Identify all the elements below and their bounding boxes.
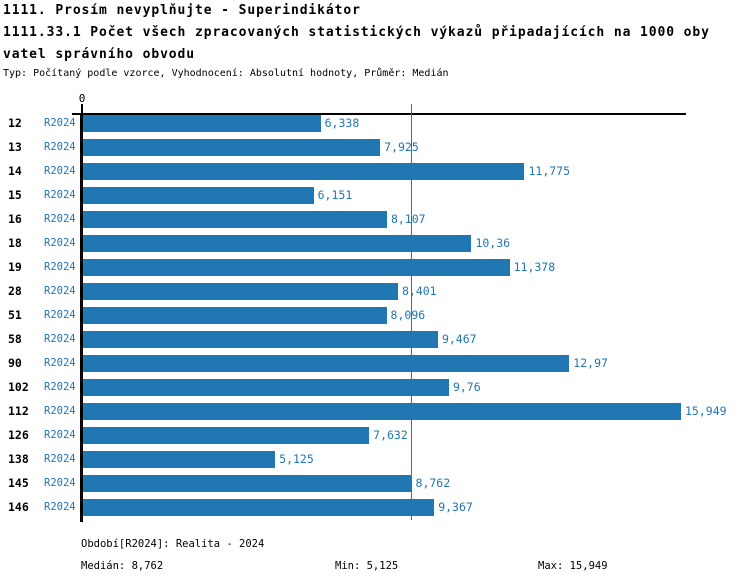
- bar-value-label: 9,76: [452, 380, 481, 394]
- row-series-label: R2024: [44, 189, 76, 201]
- bar-value-label: 11,775: [528, 164, 571, 178]
- row-id-label: 112: [8, 404, 29, 418]
- bar: [83, 211, 387, 228]
- row-series-label: R2024: [44, 357, 76, 369]
- row-series-label: R2024: [44, 405, 76, 417]
- bar-row: 14 R2024 11,775: [0, 163, 750, 180]
- row-series-label: R2024: [44, 333, 76, 345]
- row-series-label: R2024: [44, 237, 76, 249]
- bar: [83, 307, 387, 324]
- bar: [83, 115, 321, 132]
- bar: [83, 235, 472, 252]
- bar-row: 28 R2024 8,401: [0, 283, 750, 300]
- x-axis-zero-tick: [81, 104, 83, 118]
- row-id-label: 16: [8, 212, 22, 226]
- row-id-label: 12: [8, 116, 22, 130]
- bar-row: 145 R2024 8,762: [0, 475, 750, 492]
- bar-value-label: 6,151: [317, 188, 353, 202]
- bar: [83, 331, 438, 348]
- bar-row: 13 R2024 7,925: [0, 139, 750, 156]
- indicator-subtitle-line1: 1111.33.1 Počet všech zpracovaných stati…: [3, 25, 710, 40]
- row-series-label: R2024: [44, 285, 76, 297]
- bar-row: 12 R2024 6,338: [0, 115, 750, 132]
- row-id-label: 126: [8, 428, 29, 442]
- bar-value-label: 7,632: [373, 428, 408, 442]
- min-summary-label: Min: 5,125: [335, 560, 399, 572]
- row-id-label: 13: [8, 140, 22, 154]
- row-series-label: R2024: [44, 501, 76, 513]
- bar-value-label: 5,125: [279, 452, 314, 466]
- bar-row: 51 R2024 8,096: [0, 307, 750, 324]
- row-id-label: 18: [8, 236, 22, 250]
- bar-row: 90 R2024 12,97: [0, 355, 750, 372]
- row-id-label: 51: [8, 308, 22, 322]
- median-summary-label: Medián: 8,762: [81, 560, 164, 572]
- bar-value-label: 9,467: [441, 332, 477, 346]
- row-series-label: R2024: [44, 213, 76, 225]
- row-id-label: 102: [8, 380, 29, 394]
- max-summary-label: Max: 15,949: [538, 560, 608, 572]
- indicator-subtitle-line2: vatel správního obvodu: [3, 47, 195, 62]
- x-axis-zero-tick-label: 0: [78, 92, 86, 105]
- bar-value-label: 8,762: [415, 476, 451, 490]
- x-axis-line: [72, 113, 686, 115]
- y-axis-line: [80, 113, 83, 522]
- row-id-label: 145: [8, 476, 29, 490]
- bar: [83, 475, 412, 492]
- row-series-label: R2024: [44, 165, 76, 177]
- row-series-label: R2024: [44, 309, 76, 321]
- period-label: Období[R2024]: Realita - 2024: [81, 538, 265, 550]
- page-title: 1111. Prosím nevyplňujte - Superindikáto…: [3, 3, 361, 18]
- bar-value-label: 8,107: [390, 212, 426, 226]
- bar: [83, 499, 435, 516]
- row-id-label: 138: [8, 452, 29, 466]
- bar-value-label: 15,949: [685, 404, 727, 418]
- bar: [83, 403, 681, 420]
- bar-value-label: 7,925: [384, 140, 419, 154]
- bar-row: 58 R2024 9,467: [0, 331, 750, 348]
- bar-row: 126 R2024 7,632: [0, 427, 750, 444]
- bar-value-label: 6,338: [324, 116, 360, 130]
- bar: [83, 283, 398, 300]
- bar: [83, 355, 570, 372]
- median-line: [410, 104, 412, 520]
- row-id-label: 58: [8, 332, 22, 346]
- row-id-label: 15: [8, 188, 22, 202]
- bar: [83, 163, 525, 180]
- row-series-label: R2024: [44, 453, 76, 465]
- row-id-label: 19: [8, 260, 22, 274]
- bar-row: 19 R2024 11,378: [0, 259, 750, 276]
- row-series-label: R2024: [44, 117, 76, 129]
- row-id-label: 28: [8, 284, 22, 298]
- row-id-label: 14: [8, 164, 22, 178]
- bar-row: 102 R2024 9,76: [0, 379, 750, 396]
- bar: [83, 379, 449, 396]
- chart-meta-info: Typ: Počítaný podle vzorce, Vyhodnocení:…: [3, 68, 449, 79]
- row-series-label: R2024: [44, 429, 76, 441]
- bar-value-label: 11,378: [513, 260, 556, 274]
- bar-row: 16 R2024 8,107: [0, 211, 750, 228]
- bar-row: 146 R2024 9,367: [0, 499, 750, 516]
- bar-value-label: 10,36: [475, 236, 511, 250]
- bar-row: 138 R2024 5,125: [0, 451, 750, 468]
- bar: [83, 259, 510, 276]
- bar-value-label: 12,97: [573, 356, 608, 370]
- bar-row: 15 R2024 6,151: [0, 187, 750, 204]
- bar-row: 112 R2024 15,949: [0, 403, 750, 420]
- row-series-label: R2024: [44, 261, 76, 273]
- bar: [83, 451, 276, 468]
- bar-value-label: 8,096: [390, 308, 426, 322]
- row-series-label: R2024: [44, 477, 76, 489]
- row-series-label: R2024: [44, 381, 76, 393]
- row-series-label: R2024: [44, 141, 76, 153]
- row-id-label: 90: [8, 356, 22, 370]
- row-id-label: 146: [8, 500, 29, 514]
- bar: [83, 427, 370, 444]
- bar-value-label: 9,367: [438, 500, 473, 514]
- bar: [83, 139, 381, 156]
- bar: [83, 187, 314, 204]
- bar-value-label: 8,401: [401, 284, 437, 298]
- bar-row: 18 R2024 10,36: [0, 235, 750, 252]
